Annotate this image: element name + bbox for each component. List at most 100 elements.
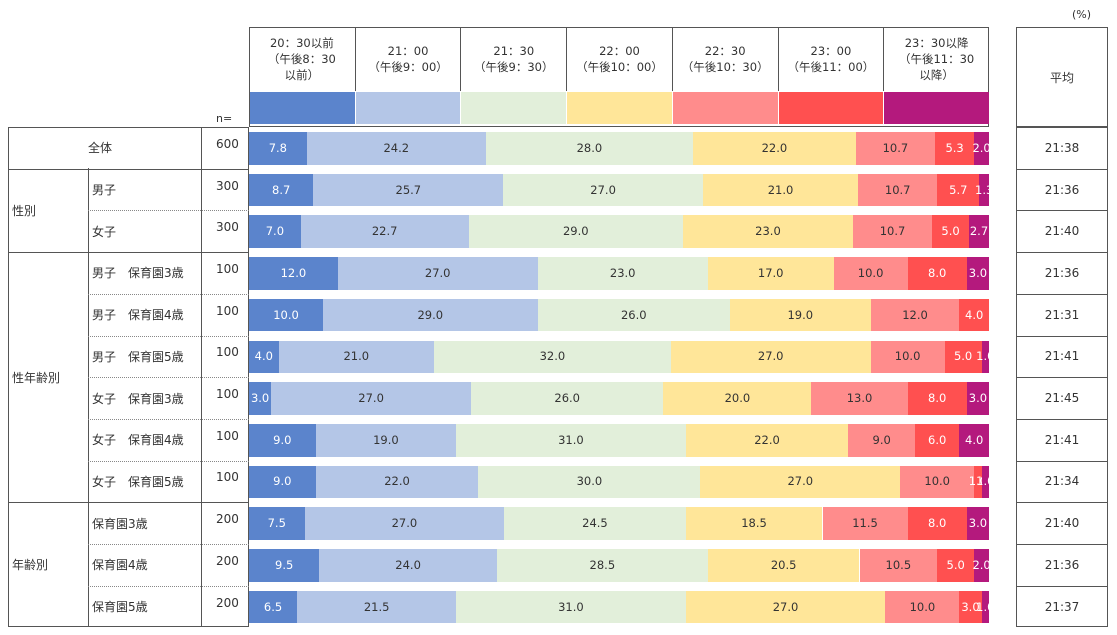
data-label: 20.5 xyxy=(770,557,797,572)
bar-segment xyxy=(685,423,849,457)
bar-segment xyxy=(249,257,338,290)
bar-segment xyxy=(670,340,871,374)
data-label: 7.5 xyxy=(267,516,286,531)
row-average: 21:40 xyxy=(1044,224,1080,239)
data-label: 9.0 xyxy=(273,474,292,489)
data-label: 20.0 xyxy=(724,391,751,406)
bar-segment xyxy=(504,507,686,540)
bar-segment xyxy=(319,549,497,582)
row-average: 21:31 xyxy=(1044,307,1080,322)
row-divider xyxy=(88,210,249,212)
row-divider xyxy=(88,418,249,420)
bar-segment xyxy=(966,507,989,540)
data-label: 9.0 xyxy=(872,432,891,447)
bar-segment xyxy=(852,215,933,249)
row-n: 600 xyxy=(216,136,239,151)
group-label: 性年齢別 xyxy=(12,370,61,385)
data-label: 1.3 xyxy=(975,182,994,197)
row-divider xyxy=(88,544,249,545)
row-average: 21:36 xyxy=(1044,182,1080,197)
row-divider xyxy=(1016,544,1108,545)
legend-swatch xyxy=(672,92,778,124)
row-n: 100 xyxy=(216,470,239,485)
legend-label: 23：00 （午後11：00） xyxy=(777,27,884,91)
data-label: 19.0 xyxy=(787,307,814,322)
row-label: 女子 保育園5歳 xyxy=(92,474,184,489)
n-header: n= xyxy=(216,112,233,125)
bar-segment xyxy=(870,340,945,374)
data-label: 30.0 xyxy=(576,474,603,489)
data-label: 10.0 xyxy=(857,265,884,280)
data-label: 22.0 xyxy=(384,474,410,489)
data-label: 23.0 xyxy=(755,224,781,239)
bar-segment xyxy=(907,382,967,415)
data-label: 5.0 xyxy=(946,557,965,572)
bar-segment xyxy=(271,382,471,415)
row-label: 男子 保育園4歳 xyxy=(92,308,184,323)
row-label-table xyxy=(8,127,249,627)
bar-segment xyxy=(249,549,320,582)
legend-frame xyxy=(249,27,989,127)
bar-segment xyxy=(937,173,980,207)
bar-segment xyxy=(833,257,908,290)
row-divider xyxy=(1016,335,1108,337)
data-label: 11.5 xyxy=(852,516,878,531)
legend-swatch xyxy=(567,92,672,124)
table-divider xyxy=(201,127,202,627)
data-label: 5.7 xyxy=(949,182,968,197)
row-average: 21:40 xyxy=(1044,516,1080,531)
row-average: 21:36 xyxy=(1044,265,1080,280)
row-divider xyxy=(1016,210,1108,212)
data-label: 1.0 xyxy=(976,599,995,614)
data-label: 31.0 xyxy=(558,599,584,614)
data-label: 4.0 xyxy=(965,307,984,322)
bar-segment xyxy=(503,173,703,207)
data-label: 10.7 xyxy=(879,224,906,239)
bar-segment xyxy=(315,465,479,499)
row-average: 21:37 xyxy=(1044,599,1080,614)
bar-segment xyxy=(700,465,901,499)
bar-segment xyxy=(959,423,989,457)
data-label: 18.5 xyxy=(741,516,767,531)
row-label: 女子 保育園3歳 xyxy=(92,391,184,406)
bar-segment xyxy=(966,382,989,415)
bar-segment xyxy=(702,173,859,207)
row-divider xyxy=(1016,293,1108,295)
bar-segment xyxy=(707,257,834,290)
bar-segment xyxy=(685,590,886,624)
bar-segment xyxy=(966,257,989,290)
data-label: 24.0 xyxy=(395,557,421,572)
row-divider xyxy=(1016,252,1108,254)
row-average: 21:41 xyxy=(1044,432,1080,447)
bar-segment xyxy=(313,173,504,207)
bar-segment xyxy=(707,549,860,582)
legend-label: 21：00 （午後9：00） xyxy=(354,27,461,91)
bar-segment xyxy=(249,298,323,332)
row-average: 21:41 xyxy=(1044,349,1080,364)
bar-segment xyxy=(337,257,538,290)
data-label: 8.0 xyxy=(928,265,947,280)
bar-segment xyxy=(944,340,982,374)
bar-segment xyxy=(315,423,457,457)
bar-segment xyxy=(456,423,686,457)
data-label: 10.0 xyxy=(909,599,936,614)
bar-segment xyxy=(974,465,982,499)
bar-segment xyxy=(485,132,693,165)
bar-segment xyxy=(981,340,989,374)
bar-segment xyxy=(249,465,316,499)
data-label: 10.0 xyxy=(924,474,950,489)
bar-segment xyxy=(249,340,279,374)
bar-segment xyxy=(496,549,708,582)
bar-segment xyxy=(249,423,316,457)
data-label: 3.0 xyxy=(250,391,270,406)
row-n: 200 xyxy=(216,512,239,527)
row-divider xyxy=(8,502,249,504)
data-label: 27.0 xyxy=(391,516,418,531)
unit-label: (%) xyxy=(1072,8,1092,21)
legend-label: 22：00 （午後10：00） xyxy=(566,27,672,91)
bar-segment xyxy=(974,549,989,582)
row-n: 200 xyxy=(216,553,239,568)
data-label: 5.3 xyxy=(945,140,964,155)
bar-segment xyxy=(249,132,307,165)
data-label: 3.0 xyxy=(968,265,988,280)
